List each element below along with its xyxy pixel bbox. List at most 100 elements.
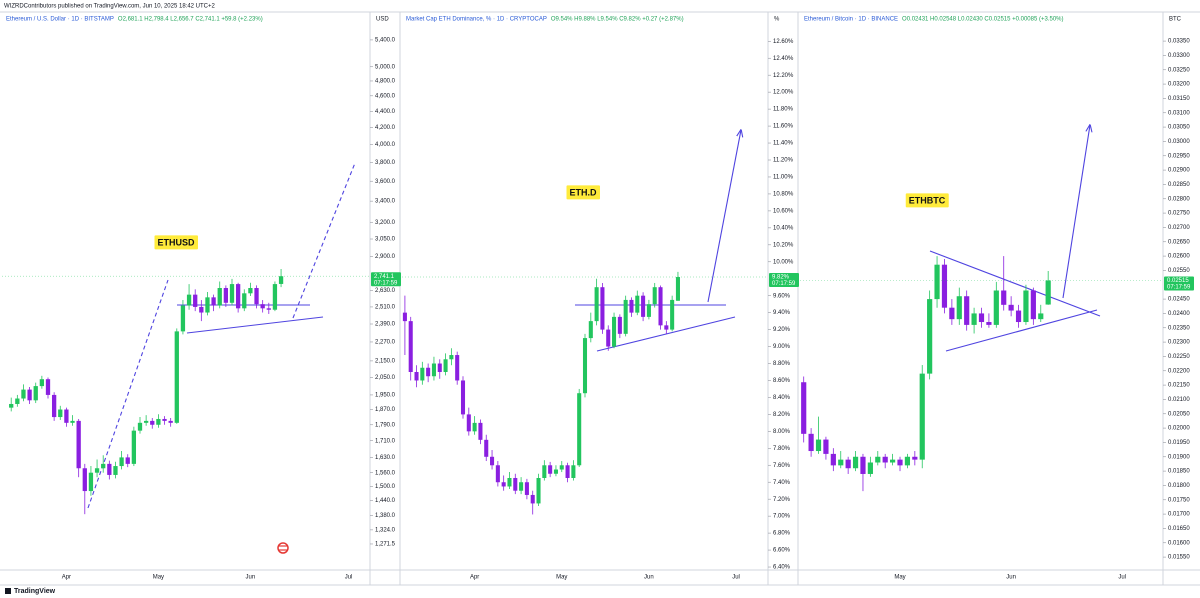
candle-body xyxy=(466,414,471,432)
y-tick-label: 0.02800 xyxy=(1168,196,1190,202)
y-tick-label: 1,950.0 xyxy=(375,392,396,398)
candle-body xyxy=(174,331,179,423)
candle-body xyxy=(235,284,241,309)
candle-body xyxy=(536,477,541,504)
y-tick-label: 0.03150 xyxy=(1168,96,1190,102)
symbol-title: Market Cap ETH Dominance, % · 1D · CRYPT… xyxy=(406,17,547,23)
candle-body xyxy=(652,287,657,305)
y-tick-label: 4,000.0 xyxy=(375,142,396,148)
axis-unit: USD xyxy=(376,17,389,23)
countdown: 07:17:59 xyxy=(772,281,796,287)
candle-body xyxy=(582,338,588,394)
y-tick-label: 8.40% xyxy=(773,395,791,401)
candle-body xyxy=(223,288,229,303)
candle-body xyxy=(431,363,436,377)
candle-body xyxy=(484,439,489,457)
y-tick-label: 1,710.0 xyxy=(375,438,396,444)
y-tick-label: 0.02900 xyxy=(1168,168,1190,174)
candle-body xyxy=(76,420,81,469)
candle-body xyxy=(205,297,210,313)
candle-body xyxy=(455,355,460,381)
candle-body xyxy=(513,477,518,491)
annotation-bg xyxy=(905,193,949,208)
candle-body xyxy=(143,420,149,423)
candle-body xyxy=(658,287,663,326)
candle-body xyxy=(248,288,253,294)
candle-body xyxy=(15,398,20,404)
candle-body xyxy=(414,371,419,381)
y-tick-label: 0.02250 xyxy=(1168,354,1190,360)
candle-body xyxy=(1045,280,1051,305)
y-tick-label: 0.02000 xyxy=(1168,426,1190,432)
y-tick-label: 0.03300 xyxy=(1168,53,1190,59)
candle-body xyxy=(193,294,198,307)
y-tick-label: 0.03100 xyxy=(1168,110,1190,116)
candle-body xyxy=(530,494,535,504)
candle-body xyxy=(495,465,500,483)
candle-body xyxy=(577,393,582,466)
candle-body xyxy=(1015,310,1022,323)
candle-body xyxy=(1001,290,1007,305)
candle-body xyxy=(646,304,651,317)
candle-body xyxy=(472,422,477,432)
candle-body xyxy=(199,306,204,313)
axis-unit: BTC xyxy=(1169,17,1182,23)
y-tick-label: 6.80% xyxy=(773,531,791,537)
candle-body xyxy=(426,367,431,377)
y-tick-label: 2,510.0 xyxy=(375,305,396,311)
x-tick-label: Apr xyxy=(470,575,479,581)
y-tick-label: 0.01550 xyxy=(1168,555,1190,561)
y-tick-label: 8.60% xyxy=(773,378,791,384)
candle-body xyxy=(808,433,814,452)
y-tick-label: 7.40% xyxy=(773,480,791,486)
panel-frames xyxy=(0,11,1200,586)
y-tick-label: 1,560.0 xyxy=(375,470,396,476)
candle-body xyxy=(9,403,14,408)
candle-body xyxy=(1038,313,1044,320)
candle-body xyxy=(266,308,271,310)
y-tick-label: 0.02950 xyxy=(1168,153,1190,159)
annotation-bg xyxy=(566,185,601,200)
y-tick-label: 9.60% xyxy=(773,293,791,299)
candle-body xyxy=(125,457,130,464)
candle-body xyxy=(45,379,51,395)
candle-body xyxy=(272,284,278,310)
candle-body xyxy=(838,459,844,466)
y-tick-label: 4,400.0 xyxy=(375,109,396,115)
candle-body xyxy=(254,288,259,305)
y-tick-label: 8.80% xyxy=(773,361,791,367)
y-tick-label: 12.60% xyxy=(773,39,794,45)
candle-body xyxy=(51,394,57,418)
y-tick-label: 10.00% xyxy=(773,259,794,265)
candle-body xyxy=(565,465,570,478)
y-tick-label: 0.02050 xyxy=(1168,411,1190,417)
candle-body xyxy=(993,290,999,325)
candle-body xyxy=(934,264,940,300)
candle-body xyxy=(542,465,547,478)
y-tick-label: 6.60% xyxy=(773,548,791,554)
candle-body xyxy=(553,469,558,474)
candle-body xyxy=(137,422,143,431)
candle-body xyxy=(594,287,599,322)
y-tick-label: 7.60% xyxy=(773,463,791,469)
candle-body xyxy=(823,439,829,454)
candle-body xyxy=(860,456,866,474)
y-tick-label: 2,390.0 xyxy=(375,322,396,328)
y-tick-label: 8.00% xyxy=(773,429,791,435)
y-tick-label: 6.40% xyxy=(773,565,791,571)
x-tick-label: May xyxy=(894,575,905,581)
candle-body xyxy=(229,284,235,303)
last-price-label: 2,741.1 xyxy=(374,274,395,280)
y-tick-label: 10.60% xyxy=(773,208,794,214)
annotation: ETHUSD xyxy=(157,237,195,247)
candle-body xyxy=(107,463,112,475)
candle-body xyxy=(588,321,593,339)
countdown: 07:17:59 xyxy=(374,280,398,286)
candle-body xyxy=(606,329,611,347)
candle-body xyxy=(600,287,605,330)
candle-body xyxy=(186,294,192,306)
candle-body xyxy=(88,472,94,492)
y-tick-label: 0.02450 xyxy=(1168,297,1190,303)
y-tick-label: 2,900.0 xyxy=(375,254,396,260)
